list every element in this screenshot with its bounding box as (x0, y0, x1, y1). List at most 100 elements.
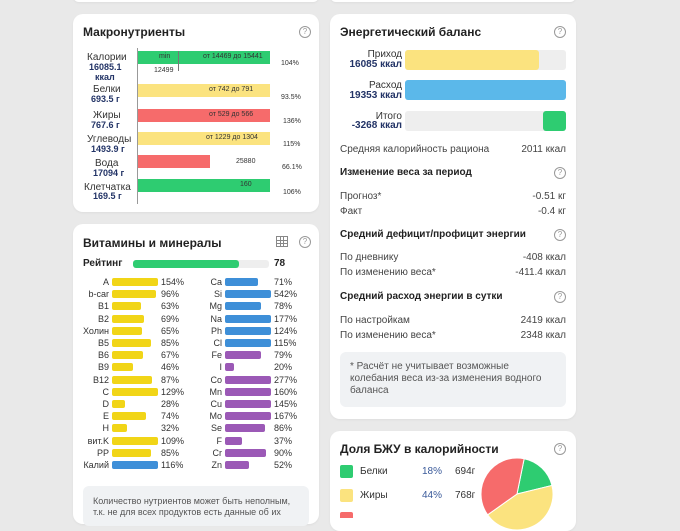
income-bar (405, 50, 539, 70)
vitamin-name: C (102, 386, 110, 397)
macro-min: min (159, 53, 171, 60)
macro-value: 169.5 г (93, 191, 122, 201)
macro-range: 25880 (236, 158, 256, 165)
macro-value: 16085.1 (89, 62, 122, 72)
mineral-name: Mo (209, 411, 222, 422)
macro-bar-protein (138, 84, 270, 97)
mineral-name: Ph (210, 325, 222, 336)
help-icon[interactable]: ? (554, 26, 566, 38)
vitamin-pct: 85% (161, 447, 180, 458)
mineral-pct: 90% (274, 447, 293, 458)
legend-swatch-fat (340, 489, 353, 502)
mineral-pct: 20% (274, 362, 293, 373)
mineral-pct: 37% (274, 435, 293, 446)
vitamin-name: b-car (88, 289, 109, 300)
vitamin-name: D (102, 399, 110, 409)
top-card-left (73, 0, 319, 2)
table-icon[interactable] (276, 236, 288, 247)
mineral-bar (225, 351, 262, 360)
total-label: Итого (375, 111, 402, 122)
diary-value: -408 ккал (522, 252, 566, 263)
help-icon[interactable]: ? (299, 236, 311, 248)
vitamin-pct: 116% (161, 460, 184, 470)
vitamin-pct: 46% (161, 362, 180, 373)
mineral-bar (225, 278, 258, 286)
vitamin-bar (112, 412, 147, 421)
vitamin-name: B1 (97, 301, 109, 312)
mineral-name: Ca (210, 277, 222, 287)
vitamin-bar (112, 314, 144, 323)
bju-pie-chart (481, 458, 553, 530)
vitamin-name: PP (96, 447, 109, 458)
bju-name: Жиры (360, 490, 388, 501)
mineral-pct: 71% (274, 277, 293, 287)
macro-unit: ккал (95, 72, 115, 82)
vitamin-name: B2 (97, 313, 109, 324)
mineral-name: Fe (211, 350, 222, 361)
diary-label: По дневнику (340, 252, 399, 263)
vitamin-pct: 63% (161, 301, 180, 312)
macro-pct: 106% (283, 189, 301, 196)
vitamin-name: B5 (97, 338, 109, 348)
help-icon[interactable]: ? (554, 167, 566, 179)
mineral-bar (225, 375, 271, 384)
vitamin-name: Холин (83, 325, 109, 336)
mineral-bar (225, 461, 249, 469)
vitamin-pct: 109% (161, 435, 185, 446)
energy-title: Энергетический баланс (340, 25, 482, 39)
vitamin-bar (112, 375, 153, 384)
vitamin-pct: 65% (161, 325, 180, 336)
mineral-pct: 78% (274, 301, 293, 312)
help-icon[interactable]: ? (554, 229, 566, 241)
vitamin-pct: 154% (161, 277, 185, 287)
vitamin-name: B12 (92, 374, 109, 385)
mineral-pct: 115% (274, 338, 297, 348)
macro-bar-carbs (138, 132, 270, 145)
mineral-name: Na (210, 313, 222, 324)
vitamin-name: H (102, 423, 110, 434)
vitamin-bar (112, 302, 141, 311)
help-icon[interactable]: ? (299, 26, 311, 38)
vitamin-bar (112, 278, 158, 286)
vitamin-pct: 28% (161, 399, 180, 409)
byweight-value: -411.4 ккал (515, 267, 566, 278)
vitamin-name: B6 (97, 350, 109, 361)
macro-range: 160 (240, 181, 252, 188)
mineral-bar (225, 436, 243, 445)
total-bar (543, 111, 566, 131)
macro-range: от 1229 до 1304 (206, 134, 258, 141)
macro-axis (137, 48, 138, 204)
help-icon[interactable]: ? (554, 443, 566, 455)
macro-range: от 742 до 791 (209, 86, 254, 93)
mineral-name: Mn (209, 386, 222, 397)
bju-grams: 768г (455, 490, 476, 501)
rating-bar (133, 260, 240, 268)
vitamin-bar (112, 424, 127, 433)
macro-pct: 115% (283, 141, 301, 148)
settings-value: 2419 ккал (520, 315, 566, 326)
help-icon[interactable]: ? (554, 291, 566, 303)
top-card-right (330, 0, 576, 2)
mineral-name: I (219, 362, 222, 373)
macro-pct: 104% (281, 60, 299, 67)
energy-note-text: * Расчёт не учитывает возможные колебани… (350, 361, 542, 396)
vitamin-bar (112, 351, 143, 360)
mineral-name: Zn (211, 460, 222, 470)
byweight2-value: 2348 ккал (520, 330, 566, 341)
macro-value: 1493.9 г (91, 144, 125, 154)
rating-label: Рейтинг (83, 258, 123, 269)
vitamins-card: Витамины и минералы ? Рейтинг 78 A 154% b-… (73, 224, 319, 526)
macro-name: Вода (95, 158, 119, 169)
vitamin-bar (112, 448, 152, 457)
mineral-bar (225, 400, 271, 408)
vitamins-title: Витамины и минералы (83, 236, 222, 250)
vitamin-bar (112, 290, 157, 299)
weight-title: Изменение веса за период (340, 167, 472, 178)
total-track (405, 111, 566, 131)
vitamin-pct: 96% (161, 289, 180, 300)
mineral-name: F (216, 435, 223, 446)
mineral-pct: 167% (274, 411, 298, 422)
mineral-name: Si (213, 289, 222, 300)
forecast-value: -0.51 кг (532, 191, 566, 202)
macro-pct: 93.5% (281, 94, 301, 101)
